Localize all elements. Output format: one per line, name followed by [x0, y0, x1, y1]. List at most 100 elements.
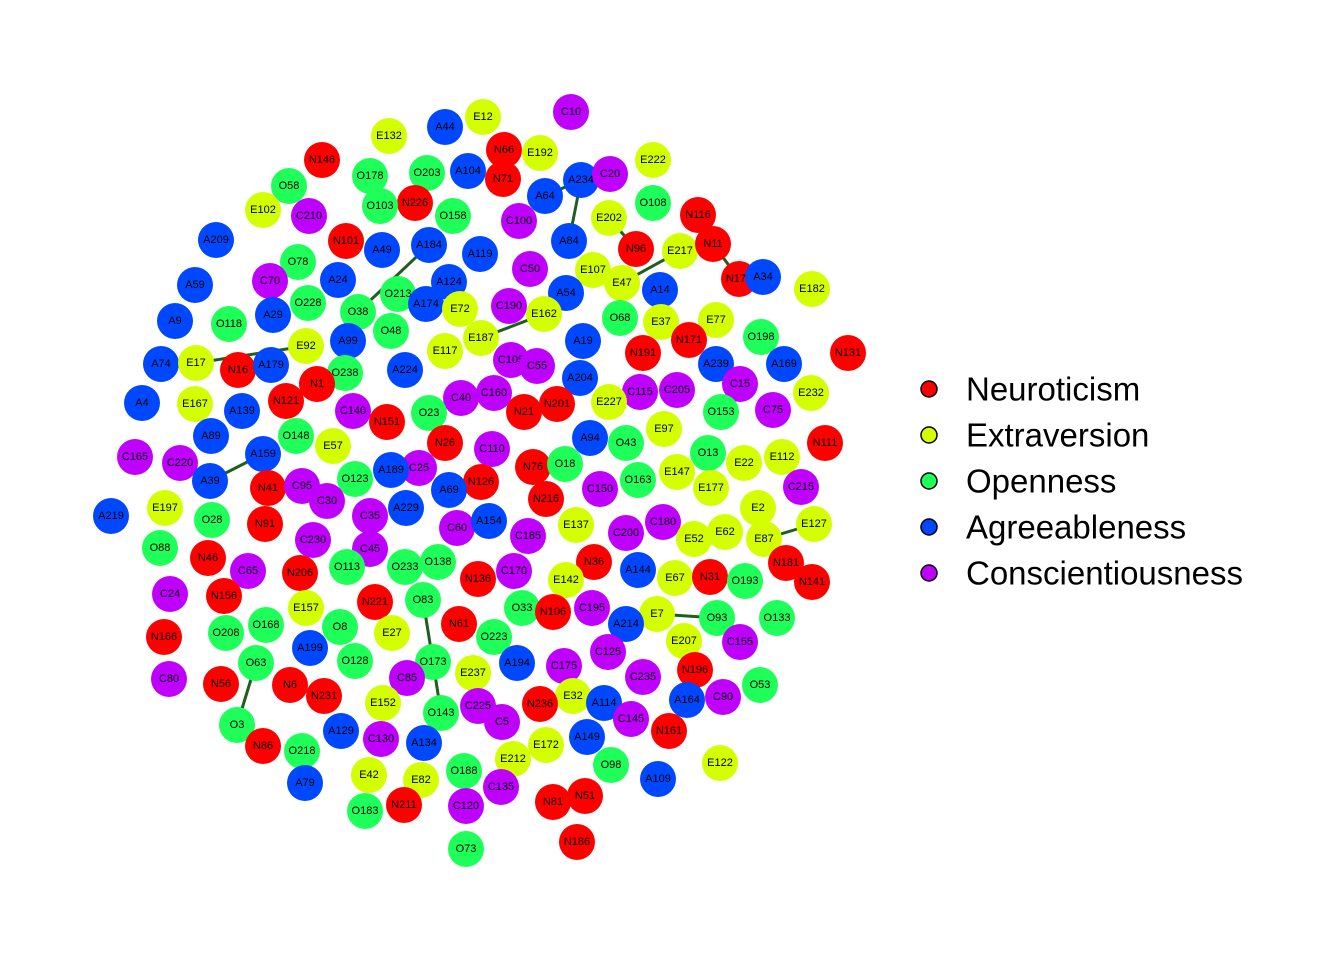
node-label: A24 — [328, 274, 348, 286]
node-circle — [618, 231, 654, 267]
node-label: N146 — [309, 154, 335, 166]
node-circle — [369, 404, 405, 440]
node-circle — [676, 521, 712, 557]
node-circle — [389, 660, 425, 696]
node-circle — [662, 233, 698, 269]
node-C210: C210 — [291, 198, 327, 234]
node-circle — [592, 156, 628, 192]
node-circle — [284, 733, 320, 769]
node-C140: C140 — [335, 393, 371, 429]
node-E122: E122 — [702, 745, 738, 781]
node-label: A39 — [200, 475, 220, 487]
node-label: E127 — [801, 518, 827, 530]
node-label: O113 — [334, 561, 360, 573]
node-circle — [329, 549, 365, 585]
node-A79: A79 — [287, 765, 323, 801]
node-O13: O13 — [690, 435, 726, 471]
node-N16: N16 — [220, 352, 256, 388]
node-circle — [703, 394, 739, 430]
legend-label: Openness — [966, 463, 1116, 500]
node-A69: A69 — [431, 472, 467, 508]
node-label: O93 — [707, 612, 728, 624]
node-E72: E72 — [442, 291, 478, 327]
node-circle — [117, 439, 153, 475]
node-E77: E77 — [698, 302, 734, 338]
node-N81: N81 — [535, 784, 571, 820]
node-circle — [576, 544, 612, 580]
node-label: N161 — [656, 725, 682, 737]
node-label: N46 — [198, 552, 218, 564]
node-A39: A39 — [192, 463, 228, 499]
node-label: E137 — [563, 519, 589, 531]
node-circle — [546, 648, 582, 684]
node-N66: N66 — [486, 132, 522, 168]
node-A224: A224 — [387, 352, 423, 388]
node-E182: E182 — [794, 271, 830, 307]
node-label: O133 — [764, 612, 791, 624]
node-label: E182 — [799, 283, 825, 295]
node-circle — [794, 564, 830, 600]
node-A124: A124 — [431, 264, 467, 300]
legend-item-agreeableness: Agreeableness — [920, 509, 1186, 546]
node-label: A54 — [556, 287, 576, 299]
node-circle — [446, 753, 482, 789]
node-circle — [309, 483, 345, 519]
node-N166: N166 — [146, 619, 182, 655]
node-circle — [337, 643, 373, 679]
node-circle — [340, 294, 376, 330]
node-label: A189 — [378, 464, 404, 476]
node-circle — [147, 490, 183, 526]
node-label: O73 — [456, 843, 477, 855]
node-N91: N91 — [247, 506, 283, 542]
node-circle — [363, 721, 399, 757]
node-label: C60 — [447, 522, 467, 534]
node-label: N196 — [682, 664, 708, 676]
node-circle — [484, 704, 520, 740]
node-label: A169 — [771, 358, 797, 370]
node-label: C15 — [730, 378, 750, 390]
node-label: N36 — [584, 556, 604, 568]
node-circle — [722, 366, 758, 402]
node-circle — [162, 445, 198, 481]
node-circle — [220, 352, 256, 388]
node-label: E22 — [734, 457, 754, 469]
node-circle — [608, 606, 644, 642]
node-label: E232 — [798, 387, 824, 399]
node-label: N151 — [374, 416, 400, 428]
node-C190: C190 — [491, 288, 527, 324]
node-O163: O163 — [620, 462, 656, 498]
node-label: O143 — [428, 707, 455, 719]
node-label: N181 — [773, 557, 799, 569]
node-A144: A144 — [620, 552, 656, 588]
node-circle — [759, 600, 795, 636]
node-circle — [157, 303, 193, 339]
node-N126: N126 — [463, 464, 499, 500]
node-circle — [574, 590, 610, 626]
node-O33: O33 — [504, 590, 540, 626]
node-circle — [250, 470, 286, 506]
node-circle — [551, 223, 587, 259]
node-label: O178 — [357, 170, 384, 182]
node-N221: N221 — [357, 584, 393, 620]
node-A154: A154 — [471, 503, 507, 539]
node-N121: N121 — [268, 383, 304, 419]
node-label: C95 — [292, 480, 312, 492]
node-label: C185 — [515, 530, 541, 542]
node-label: N121 — [273, 395, 299, 407]
node-label: C40 — [451, 392, 471, 404]
node-C50: C50 — [512, 251, 548, 287]
node-label: O188 — [451, 765, 478, 777]
node-C35: C35 — [352, 498, 388, 534]
node-circle — [591, 200, 627, 236]
node-A104: A104 — [450, 153, 486, 189]
node-label: A104 — [455, 165, 481, 177]
node-N131: N131 — [830, 335, 866, 371]
node-label: E192 — [527, 147, 553, 159]
node-circle — [695, 226, 731, 262]
node-label: C165 — [122, 451, 148, 463]
node-label: N201 — [544, 398, 570, 410]
node-E17: E17 — [178, 345, 214, 381]
node-circle — [443, 380, 479, 416]
node-O73: O73 — [448, 831, 484, 867]
node-label: N111 — [813, 437, 838, 449]
